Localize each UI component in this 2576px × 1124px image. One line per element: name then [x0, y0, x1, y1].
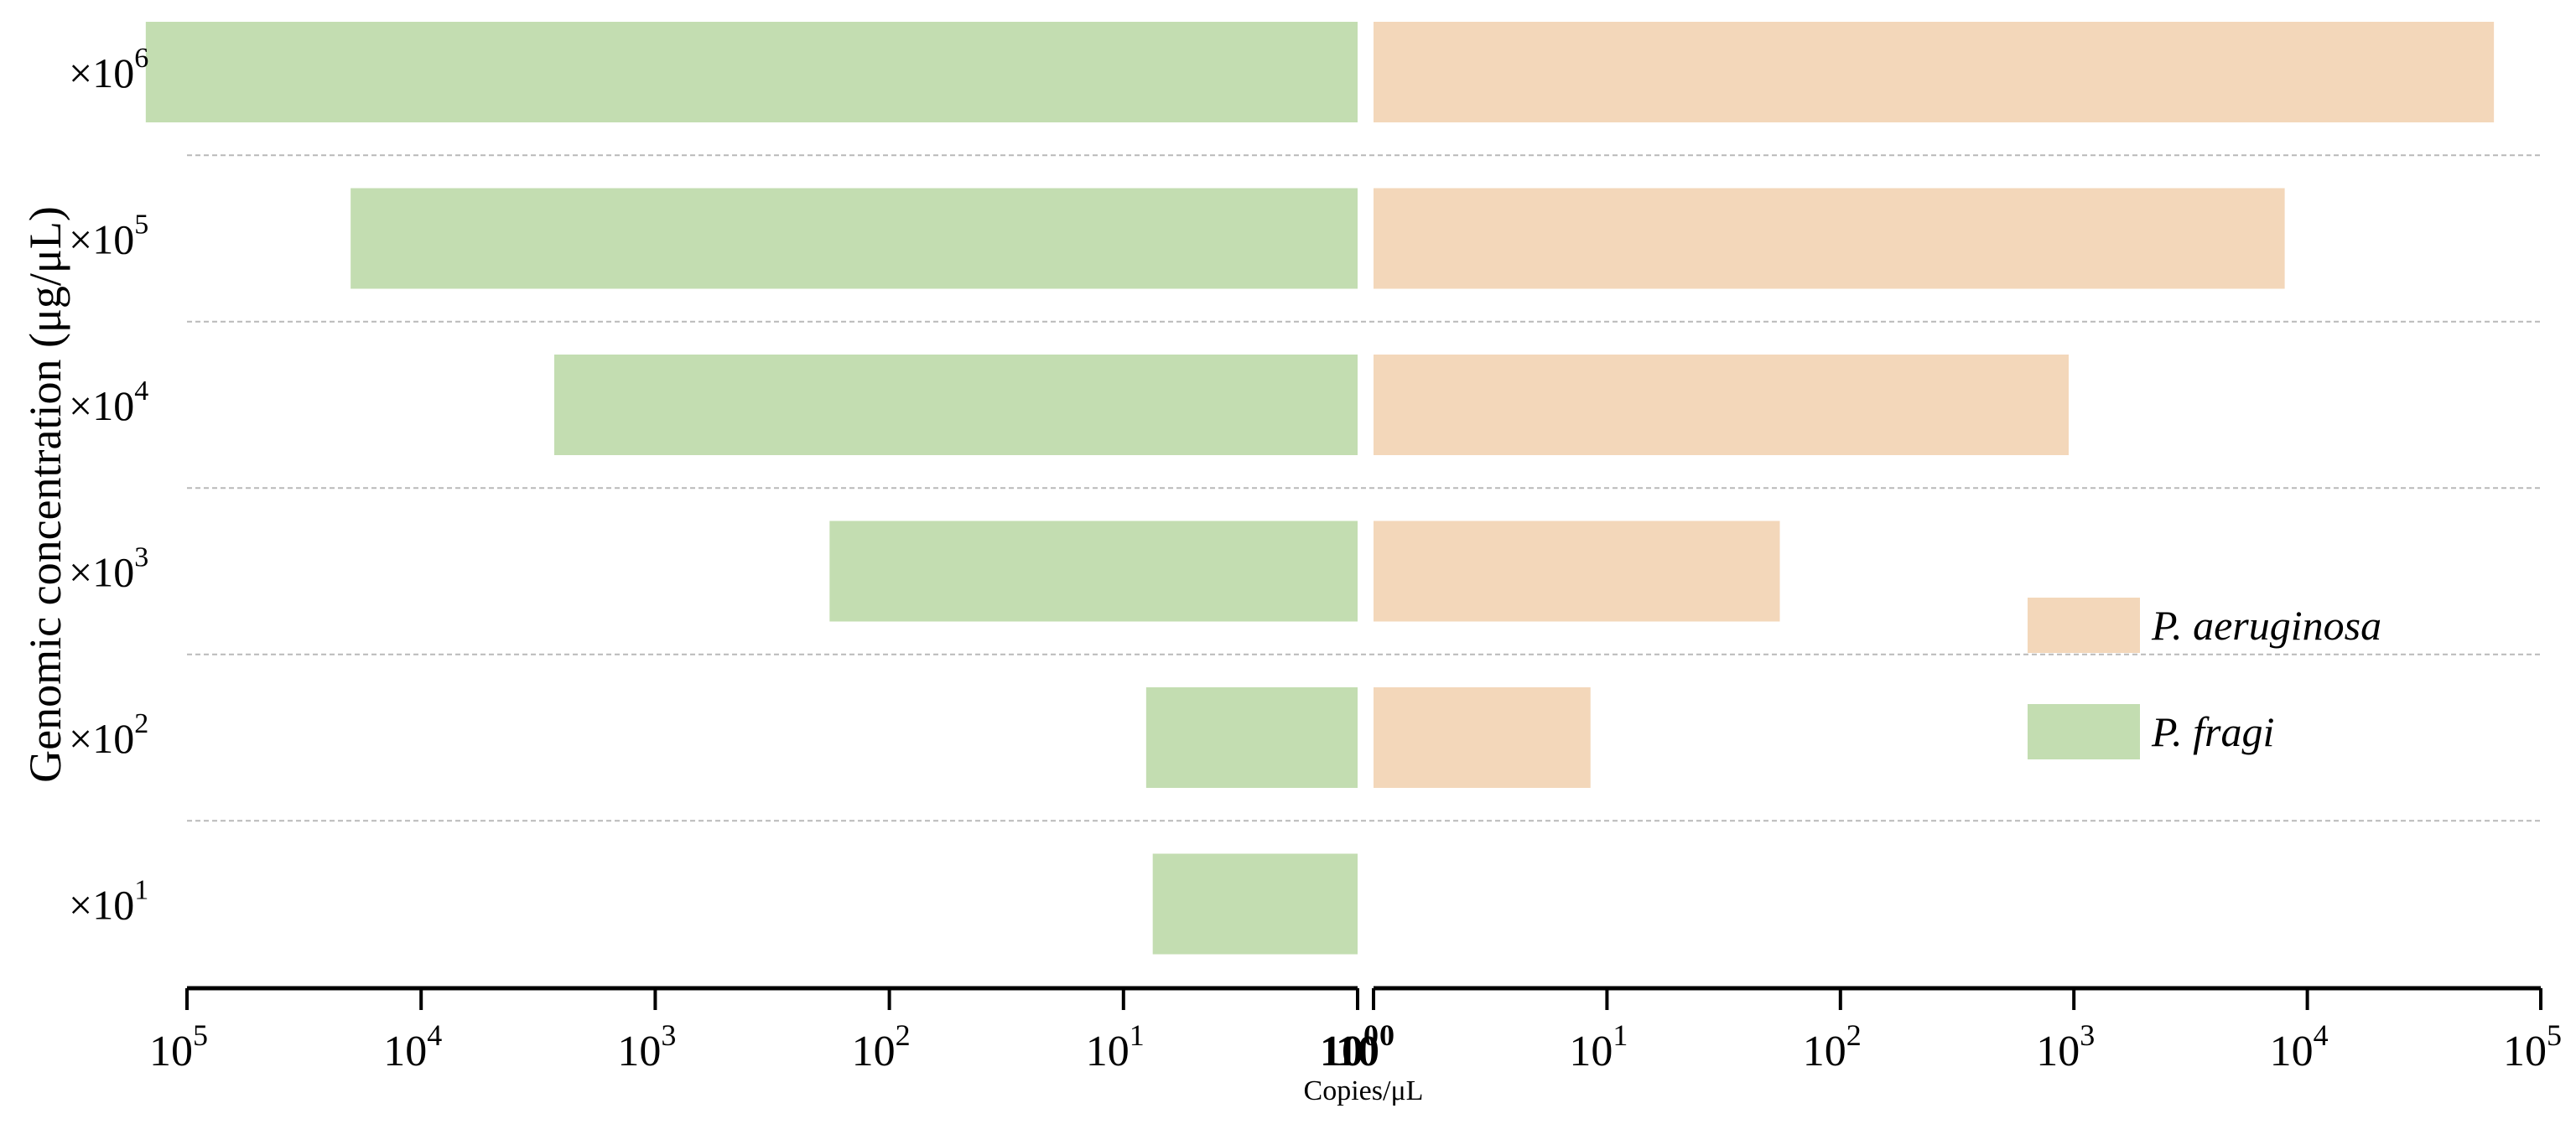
legend: P. aeruginosa P. fragi	[2028, 598, 2381, 759]
p-fragi-bars	[145, 22, 1358, 955]
bar-p-fragi	[1145, 687, 1358, 788]
category-label: ×104	[69, 376, 148, 429]
bar-p-fragi	[351, 188, 1358, 289]
x-tick-label-right: 105	[2503, 1018, 2562, 1075]
bar-p-fragi	[829, 521, 1358, 622]
legend-label: P. fragi	[2151, 708, 2274, 755]
x-axis-label: Copies/μL	[1304, 1075, 1424, 1106]
legend-swatch	[2028, 598, 2140, 653]
category-separators	[187, 154, 2541, 822]
x-tick-label-right: 104	[2270, 1018, 2329, 1075]
x-tick-label-right: 101	[1569, 1018, 1628, 1075]
bar-p-aeruginosa	[1374, 22, 2495, 122]
x-tick-label-right: 102	[1803, 1018, 1862, 1075]
category-label: ×101	[69, 875, 148, 929]
legend-swatch	[2028, 704, 2140, 759]
x-axes	[185, 986, 2542, 1010]
bar-p-fragi	[1152, 853, 1358, 955]
category-labels: ×106 ×105 ×104 ×103 ×102 ×101	[69, 43, 148, 929]
y-axis-label: Genomic concentration (μg/μL)	[20, 206, 70, 783]
category-label: ×103	[69, 542, 148, 596]
x-tick-label-right: 103	[2036, 1018, 2095, 1075]
bar-p-fragi	[145, 22, 1358, 122]
category-label: ×102	[69, 708, 148, 762]
bar-p-fragi	[553, 355, 1358, 455]
legend-label: P. aeruginosa	[2151, 602, 2381, 649]
bar-p-aeruginosa	[1374, 188, 2285, 289]
x-tick-label-left: 103	[617, 1018, 676, 1075]
x-tick-label-left: 104	[383, 1018, 442, 1075]
p-aeruginosa-bars	[1374, 22, 2495, 788]
category-label: ×106	[69, 43, 148, 96]
x-tick-label-left: 105	[149, 1018, 208, 1075]
category-label: ×105	[69, 210, 148, 263]
bar-p-aeruginosa	[1374, 521, 1780, 622]
x-tick-label-left: 101	[1086, 1018, 1145, 1075]
bar-p-aeruginosa	[1374, 687, 1591, 788]
x-tick-label-left: 100	[1320, 1018, 1379, 1075]
x-tick-label-left: 102	[852, 1018, 911, 1075]
x-tick-label-right: 100	[1336, 1018, 1394, 1075]
bar-p-aeruginosa	[1374, 355, 2069, 455]
